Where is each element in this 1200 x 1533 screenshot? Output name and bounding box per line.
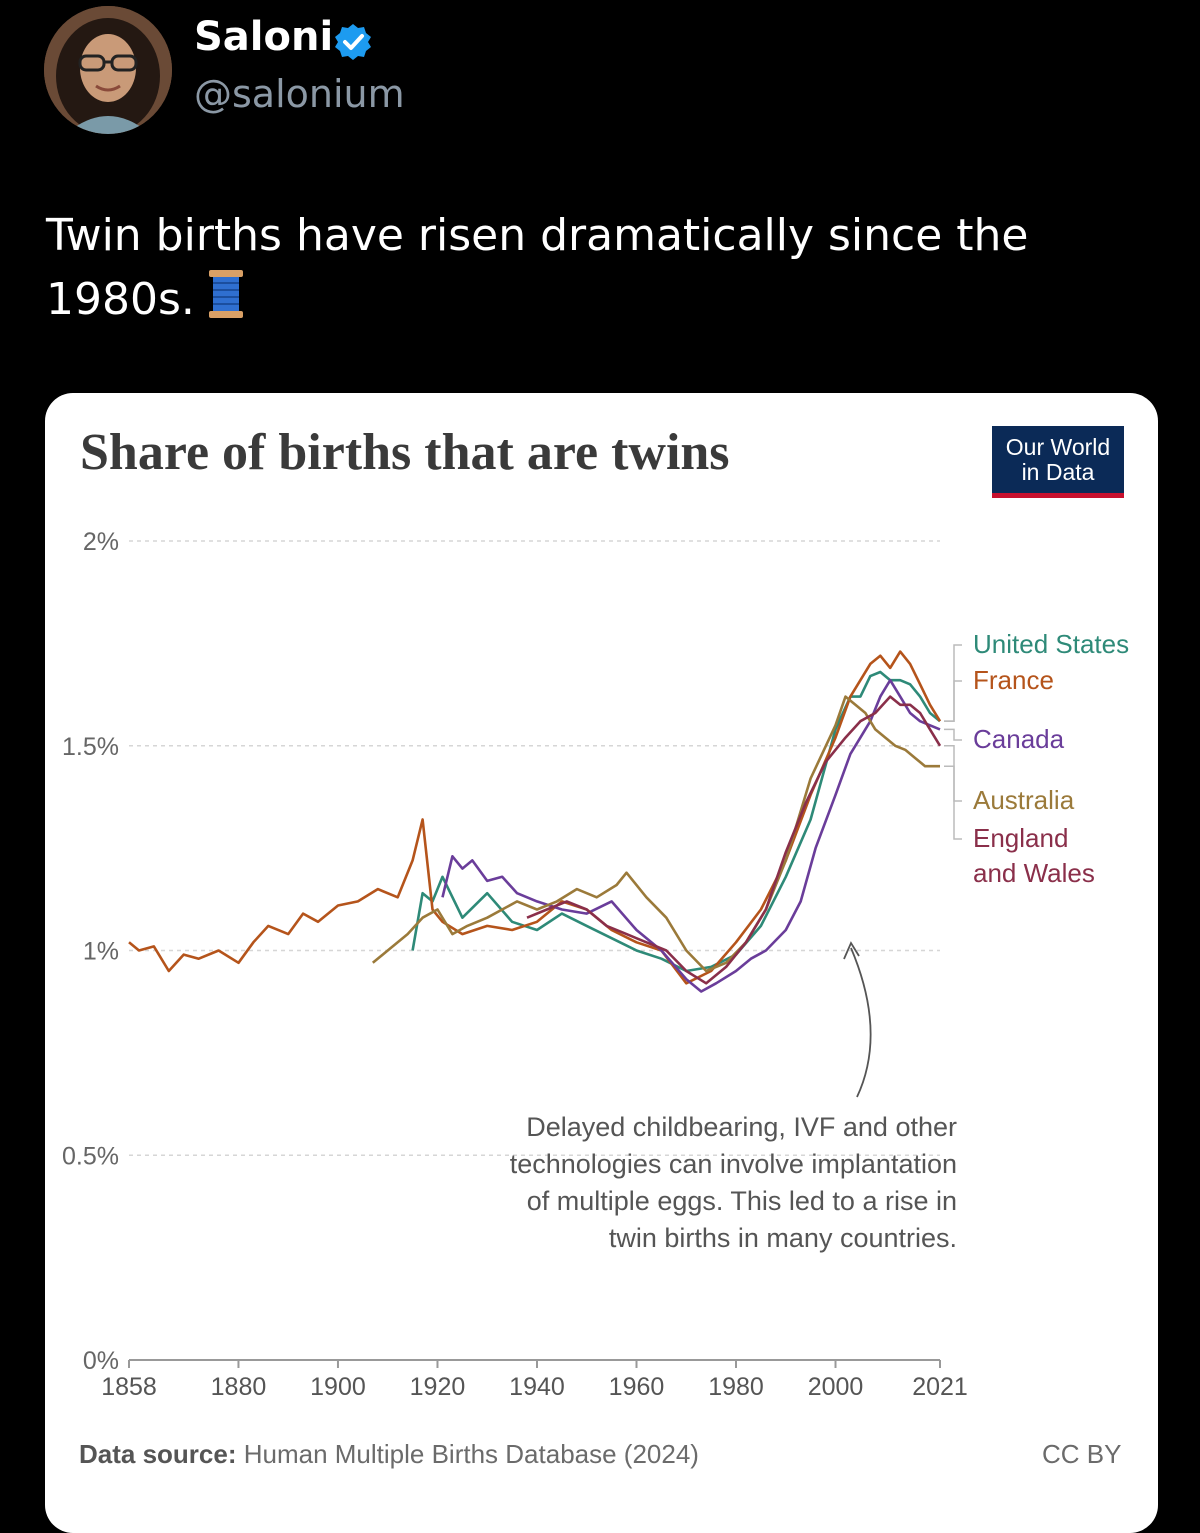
annotation-text: twin births in many countries. bbox=[609, 1223, 957, 1253]
license[interactable]: CC BY bbox=[1042, 1439, 1122, 1469]
spool-of-thread-icon bbox=[208, 270, 243, 318]
x-tick-label: 1858 bbox=[101, 1373, 157, 1401]
legend-connector bbox=[944, 644, 962, 722]
series-line bbox=[441, 678, 941, 993]
y-tick-label: 1% bbox=[83, 938, 119, 966]
legend-connector bbox=[944, 680, 962, 722]
logo-line1: Our World bbox=[1005, 434, 1111, 460]
data-source: Data source: Human Multiple Births Datab… bbox=[79, 1439, 699, 1470]
tweet-text: Twin births have risen dramatically sinc… bbox=[46, 204, 1146, 332]
x-tick-label: 2021 bbox=[912, 1373, 968, 1401]
legend-label: Canada bbox=[973, 724, 1065, 754]
chart-title: Share of births that are twins bbox=[80, 424, 730, 481]
data-source-text: Human Multiple Births Database (2024) bbox=[243, 1439, 699, 1469]
legend-connector bbox=[944, 728, 962, 741]
annotation-arrow bbox=[850, 947, 872, 1098]
tweet-text-content: Twin births have risen dramatically sinc… bbox=[46, 210, 1029, 325]
legend-connector bbox=[944, 745, 962, 840]
series-line bbox=[371, 695, 940, 973]
annotation-text: technologies can involve implantation bbox=[510, 1149, 957, 1179]
x-tick-label: 2000 bbox=[808, 1373, 864, 1401]
x-tick-label: 1880 bbox=[211, 1373, 267, 1401]
data-source-label: Data source: bbox=[79, 1439, 237, 1469]
owid-logo[interactable]: Our World in Data bbox=[992, 426, 1124, 498]
series-line bbox=[526, 695, 942, 985]
annotation-text: Delayed childbearing, IVF and other bbox=[526, 1112, 957, 1142]
verified-badge-icon bbox=[335, 24, 371, 60]
legend-label: England bbox=[973, 823, 1068, 853]
series-line bbox=[411, 670, 941, 973]
chart-card[interactable]: Share of births that are twins Our World… bbox=[45, 393, 1158, 1533]
line-chart: 0% 0.5% 1% 1.5% 2% 1858 1880 1900 1920 1940 1960 19… bbox=[62, 528, 1129, 1401]
annotation-arrowhead bbox=[843, 941, 860, 960]
avatar-image bbox=[44, 6, 172, 134]
annotation-text: of multiple eggs. This led to a rise in bbox=[527, 1186, 957, 1216]
author-handle[interactable]: @salonium bbox=[194, 72, 405, 116]
y-tick-label: 2% bbox=[83, 528, 119, 556]
legend-connector bbox=[944, 765, 962, 802]
x-tick-label: 1900 bbox=[310, 1373, 366, 1401]
x-tick-label: 1940 bbox=[509, 1373, 565, 1401]
x-tick-label: 1980 bbox=[708, 1373, 764, 1401]
legend-label: France bbox=[973, 665, 1054, 695]
y-tick-label: 1.5% bbox=[62, 733, 119, 761]
y-tick-label: 0% bbox=[83, 1347, 119, 1375]
x-tick-label: 1960 bbox=[609, 1373, 665, 1401]
avatar[interactable] bbox=[44, 6, 172, 134]
author-name[interactable]: Saloni bbox=[194, 14, 334, 60]
legend-label: United States bbox=[973, 629, 1129, 659]
series-line bbox=[128, 650, 942, 985]
legend-label: Australia bbox=[973, 785, 1075, 815]
logo-line2: in Data bbox=[1021, 459, 1095, 485]
y-tick-label: 0.5% bbox=[62, 1142, 119, 1170]
x-tick-label: 1920 bbox=[410, 1373, 466, 1401]
legend-label: and Wales bbox=[973, 858, 1095, 888]
